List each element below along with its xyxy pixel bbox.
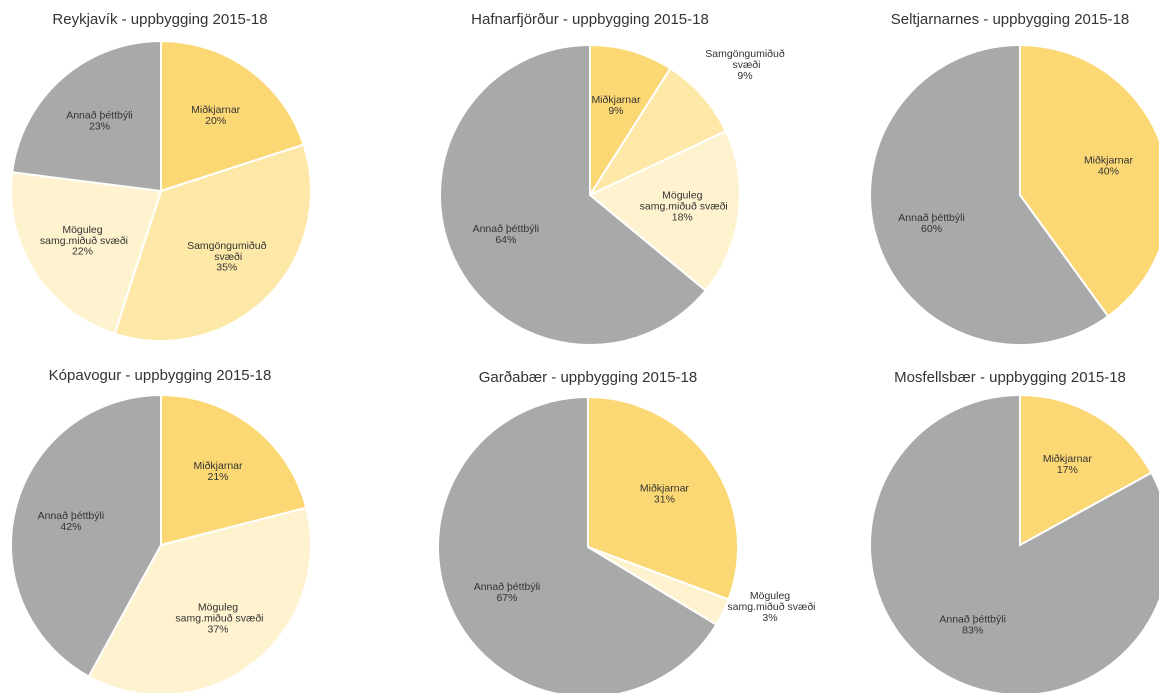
pie-slice	[10, 393, 162, 678]
pie-chart: Mosfellsbær - uppbygging 2015-18 Miðkjarn…	[869, 369, 1159, 693]
slice-value-label: 40%	[1098, 166, 1119, 178]
slice-value-label: 9%	[737, 70, 752, 82]
slice-category: Miðkjarnar	[1084, 155, 1134, 167]
slice-category: Miðkjarnar	[193, 460, 243, 472]
pie-chart: Seltjarnarnes - uppbygging 2015-18 Miðkja…	[869, 11, 1159, 346]
chart-title: Seltjarnarnes - uppbygging 2015-18	[891, 11, 1130, 28]
pie-slice	[160, 393, 308, 547]
pie-chart: Kópavogur - uppbygging 2015-18 Miðkjarnar…	[10, 367, 312, 693]
slice-category: Annað þéttbýli	[898, 212, 965, 224]
chart-title: Mosfellsbær - uppbygging 2015-18	[894, 369, 1126, 386]
pie-slice	[1019, 43, 1159, 318]
pie-chart: Reykjavík - uppbygging 2015-18 Miðkjarnar…	[10, 11, 312, 342]
slice-category: Möguleg samg.miðuð svæði	[724, 590, 815, 613]
slice-category: Miðkjarnar	[640, 482, 690, 494]
pie-chart: Hafnarfjörður - uppbygging 2015-18 Miðkja…	[439, 11, 785, 346]
slice-value-label: 22%	[72, 246, 93, 258]
slice-value-label: 23%	[89, 121, 110, 133]
pie-slice	[869, 43, 1110, 346]
slice-category: Annað þéttbýli	[473, 223, 540, 235]
pie-slice	[1019, 393, 1153, 547]
slice-value-label: 21%	[207, 471, 228, 483]
slice-value-label: 67%	[496, 592, 517, 604]
pie-slice	[437, 395, 718, 693]
slice-value-label: 17%	[1057, 464, 1078, 476]
slice-value-label: 64%	[495, 234, 516, 246]
pie-slice	[589, 43, 672, 199]
slice-value-label: 18%	[672, 211, 693, 223]
slice-category: Möguleg samg.miðuð svæði	[637, 189, 728, 212]
slice-value-label: 37%	[207, 623, 228, 635]
slice-category: Samgöngumiðuð svæði	[705, 48, 785, 71]
pie-slice	[113, 143, 312, 342]
pie-slice	[439, 43, 707, 346]
chart-title: Kópavogur - uppbygging 2015-18	[49, 367, 272, 384]
slice-category: Miðkjarnar	[191, 104, 241, 116]
slice-category: Samgöngumiðuð svæði	[187, 240, 267, 263]
slice-value-label: 83%	[962, 624, 983, 636]
chart-title: Reykjavík - uppbygging 2015-18	[52, 11, 267, 28]
pie-chart: Garðabær - uppbygging 2015-18Miðkjarnar3…	[437, 369, 816, 693]
slice-category: Möguleg samg.miðuð svæði	[37, 224, 128, 247]
slice-value-label: 31%	[654, 493, 675, 505]
pie-slice	[87, 506, 312, 693]
pie-slice	[587, 66, 728, 198]
slice-value-label: 42%	[60, 521, 81, 533]
slice-value-label: 20%	[205, 115, 226, 127]
slice-value-label: 9%	[608, 105, 623, 117]
slice-value-label: 35%	[216, 262, 237, 274]
slice-category: Möguleg samg.miðuð svæði	[172, 601, 263, 624]
pie-slice	[869, 393, 1159, 693]
slice-category: Annað þéttbýli	[38, 510, 105, 522]
slice-category: Annað þéttbýli	[474, 581, 541, 593]
pie-slice	[11, 39, 162, 193]
pie-slice	[160, 39, 305, 193]
pie-slice	[587, 395, 739, 601]
slice-category: Annað þéttbýli	[66, 110, 133, 122]
slice-value-label: 3%	[762, 612, 777, 624]
pie-slice	[588, 129, 741, 293]
pie-slice	[10, 171, 163, 335]
slice-category: Miðkjarnar	[1043, 453, 1093, 465]
slice-value-label: 60%	[921, 223, 942, 235]
chart-title: Garðabær - uppbygging 2015-18	[479, 369, 697, 386]
slice-category: Annað þéttbýli	[939, 613, 1006, 625]
chart-title: Hafnarfjörður - uppbygging 2015-18	[471, 11, 709, 28]
slice-category: Miðkjarnar	[591, 94, 641, 106]
